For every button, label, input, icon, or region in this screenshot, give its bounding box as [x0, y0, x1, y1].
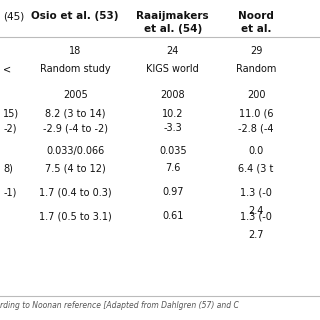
Text: Random: Random — [236, 64, 276, 74]
Text: 0.0: 0.0 — [248, 146, 264, 156]
Text: 11.0 (6: 11.0 (6 — [239, 109, 273, 119]
Text: 0.033/0.066: 0.033/0.066 — [46, 146, 104, 156]
Text: et al. (54): et al. (54) — [144, 24, 202, 34]
Text: rding to Noonan reference [Adapted from Dahlgren (57) and C: rding to Noonan reference [Adapted from … — [0, 301, 239, 310]
Text: 7.6: 7.6 — [165, 163, 180, 173]
Text: KIGS world: KIGS world — [147, 64, 199, 74]
Text: 0.035: 0.035 — [159, 146, 187, 156]
Text: 0.97: 0.97 — [162, 187, 184, 197]
Text: 1.7 (0.5 to 3.1): 1.7 (0.5 to 3.1) — [39, 211, 112, 221]
Text: 10.2: 10.2 — [162, 109, 184, 119]
Text: 1.3 (-0: 1.3 (-0 — [240, 187, 272, 197]
Text: 2.7: 2.7 — [248, 230, 264, 240]
Text: -2): -2) — [3, 123, 17, 133]
Text: et al.: et al. — [241, 24, 271, 34]
Text: 2.4: 2.4 — [248, 206, 264, 216]
Text: 7.5 (4 to 12): 7.5 (4 to 12) — [45, 163, 106, 173]
Text: 24: 24 — [167, 46, 179, 56]
Text: -1): -1) — [3, 187, 17, 197]
Text: Random study: Random study — [40, 64, 110, 74]
Text: Osio et al. (53): Osio et al. (53) — [31, 11, 119, 21]
Text: 2005: 2005 — [63, 90, 88, 100]
Text: 6.4 (3 t: 6.4 (3 t — [238, 163, 274, 173]
Text: Noord: Noord — [238, 11, 274, 21]
Text: 18: 18 — [69, 46, 81, 56]
Text: 8.2 (3 to 14): 8.2 (3 to 14) — [45, 109, 106, 119]
Text: -3.3: -3.3 — [164, 123, 182, 133]
Text: 29: 29 — [250, 46, 262, 56]
Text: 1.3 (-0: 1.3 (-0 — [240, 211, 272, 221]
Text: -2.8 (-4: -2.8 (-4 — [238, 123, 274, 133]
Text: 0.61: 0.61 — [162, 211, 183, 221]
Text: <: < — [3, 64, 11, 74]
Text: 1.7 (0.4 to 0.3): 1.7 (0.4 to 0.3) — [39, 187, 111, 197]
Text: Raaijmakers: Raaijmakers — [137, 11, 209, 21]
Text: (45): (45) — [3, 11, 24, 21]
Text: 8): 8) — [3, 163, 13, 173]
Text: -2.9 (-4 to -2): -2.9 (-4 to -2) — [43, 123, 108, 133]
Text: 200: 200 — [247, 90, 265, 100]
Text: 2008: 2008 — [161, 90, 185, 100]
Text: 15): 15) — [3, 109, 19, 119]
